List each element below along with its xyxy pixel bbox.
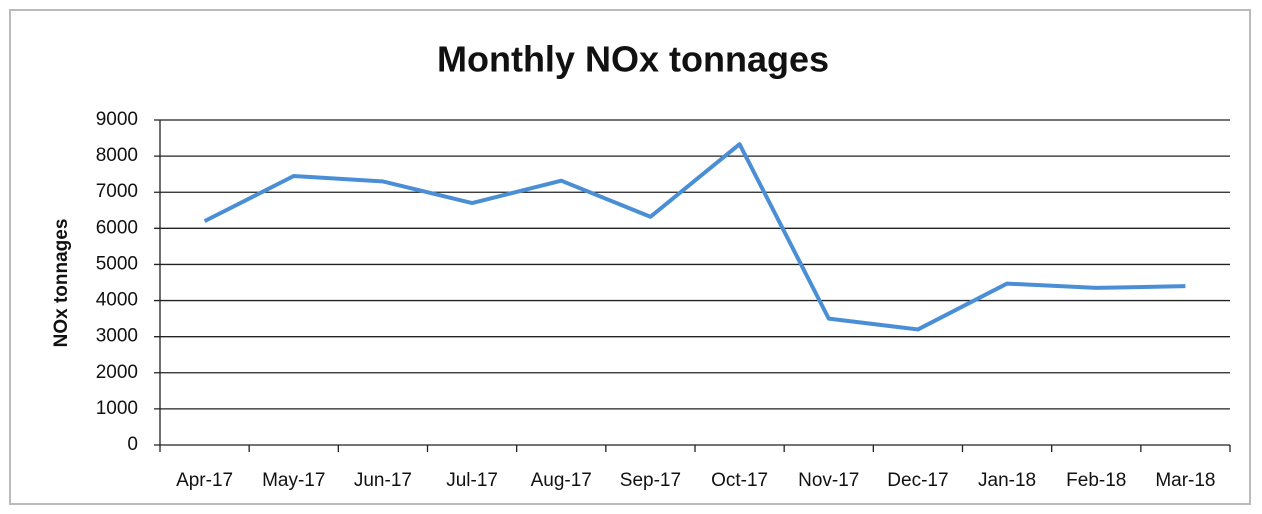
y-tick-label: 5000 — [96, 253, 138, 274]
y-tick-label: 2000 — [96, 362, 138, 383]
y-tick-label: 0 — [127, 434, 138, 455]
x-tick-label: Nov-17 — [798, 470, 859, 491]
x-tick-label: May-17 — [262, 470, 325, 491]
y-tick-label: 7000 — [96, 181, 138, 202]
x-tick-label: Oct-17 — [711, 470, 768, 491]
x-tick-label: Aug-17 — [531, 470, 592, 491]
y-tick-label: 6000 — [96, 217, 138, 238]
x-tick-label: Jun-17 — [354, 470, 412, 491]
x-tick-label: Jul-17 — [446, 470, 498, 491]
y-tick-label: 4000 — [96, 290, 138, 311]
x-tick-label: Mar-18 — [1155, 470, 1215, 491]
y-tick-label: 3000 — [96, 326, 138, 347]
x-tick-label: Apr-17 — [176, 470, 233, 491]
x-tick-label: Sep-17 — [620, 470, 681, 491]
x-tick-label: Feb-18 — [1066, 470, 1126, 491]
x-tick-label: Jan-18 — [978, 470, 1036, 491]
y-tick-label: 9000 — [96, 109, 138, 130]
y-tick-label: 1000 — [96, 398, 138, 419]
y-axis-label: NOx tonnages — [51, 219, 72, 348]
chart-title: Monthly NOx tonnages — [437, 39, 829, 80]
chart-frame — [9, 9, 1251, 505]
y-tick-label: 8000 — [96, 145, 138, 166]
data-line — [203, 142, 1186, 332]
x-tick-label: Dec-17 — [887, 470, 948, 491]
